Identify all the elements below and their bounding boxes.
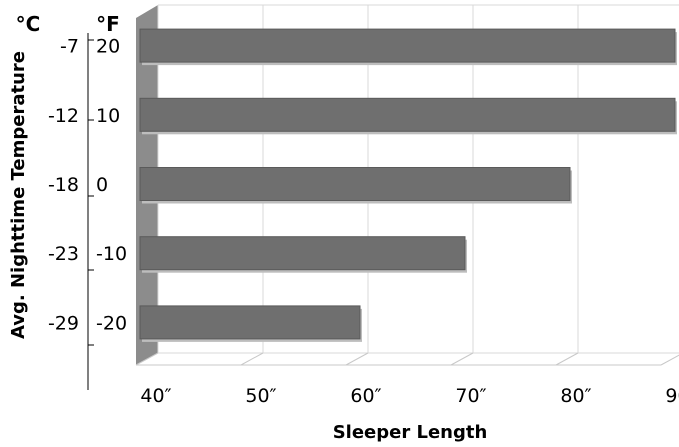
y-tick-label-fahrenheit-3: -10 — [96, 243, 127, 265]
y-tick-label-celsius-1: -12 — [48, 105, 79, 127]
floor-gridline-4 — [555, 352, 579, 366]
bar-1 — [139, 97, 676, 132]
x-tick-label-5: 90″ — [665, 385, 679, 407]
celsius-unit-label: °C — [16, 12, 41, 36]
y-tick-label-fahrenheit-2: 0 — [96, 174, 108, 196]
axes: -7 20 -12 10 -18 0 -23 -10 -29 -20 40″ 50″ 60″ 70″ 80″… — [48, 33, 679, 407]
y-tick-label-fahrenheit-0: 20 — [96, 36, 120, 58]
y-tick-label-fahrenheit-4: -20 — [96, 312, 127, 334]
floor-gridline-3 — [450, 352, 474, 366]
floor-gridline-0 — [135, 352, 159, 366]
bar-4 — [139, 305, 361, 340]
y-tick-label-fahrenheit-1: 10 — [96, 105, 120, 127]
y-tick-label-celsius-0: -7 — [60, 36, 79, 58]
y-tick-label-celsius-4: -29 — [48, 312, 79, 334]
x-axis-title: Sleeper Length — [333, 422, 488, 443]
floor-gridline-5 — [660, 354, 679, 366]
y-tick-label-celsius-2: -18 — [48, 174, 79, 196]
y-axis-title: Avg. Nighttime Temperature — [8, 51, 29, 339]
x-tick-label-2: 60″ — [350, 385, 381, 407]
y-tick-label-celsius-3: -23 — [48, 243, 79, 265]
bar-3 — [139, 236, 466, 271]
x-tick-label-0: 40″ — [140, 385, 171, 407]
bar-2 — [139, 167, 571, 201]
fahrenheit-unit-label: °F — [96, 12, 120, 36]
bars — [139, 28, 677, 342]
x-tick-label-4: 80″ — [560, 385, 591, 407]
floor-gridline-2 — [345, 352, 369, 366]
floor-gridline-1 — [240, 352, 264, 366]
x-tick-label-1: 50″ — [245, 385, 276, 407]
bar-0 — [139, 28, 676, 63]
x-tick-label-3: 70″ — [455, 385, 486, 407]
